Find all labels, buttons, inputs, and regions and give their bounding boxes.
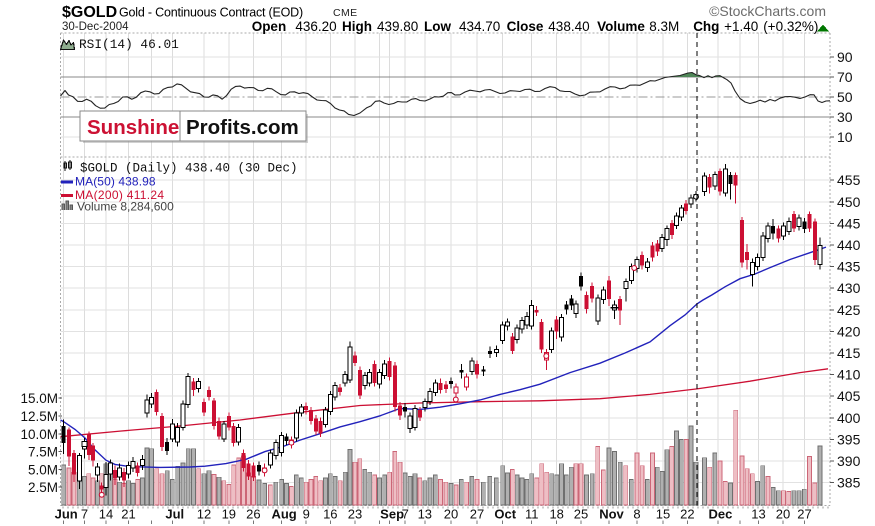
svg-text:20: 20 xyxy=(444,507,458,522)
svg-text:Sep: Sep xyxy=(380,507,404,522)
svg-text:High: High xyxy=(342,19,372,34)
svg-text:Open: Open xyxy=(252,19,287,34)
svg-text:50: 50 xyxy=(837,89,853,105)
svg-text:10.0M: 10.0M xyxy=(20,427,58,442)
svg-text:Profits.com: Profits.com xyxy=(186,116,299,139)
svg-text:23: 23 xyxy=(348,507,362,522)
svg-text:RSI(14) 46.01: RSI(14) 46.01 xyxy=(79,37,179,52)
svg-text:395: 395 xyxy=(837,431,861,447)
svg-text:Volume 8,284,600: Volume 8,284,600 xyxy=(77,200,174,214)
svg-text:12: 12 xyxy=(197,507,211,522)
svg-text:30-Dec-2004: 30-Dec-2004 xyxy=(62,21,129,33)
svg-text:405: 405 xyxy=(837,388,861,404)
svg-text:2.5M: 2.5M xyxy=(28,480,58,495)
svg-text:22: 22 xyxy=(680,507,694,522)
svg-text:18: 18 xyxy=(549,507,563,522)
svg-text:Aug: Aug xyxy=(271,507,296,522)
svg-text:8.3M: 8.3M xyxy=(649,19,679,34)
svg-text:420: 420 xyxy=(837,323,861,339)
svg-text:Jun: Jun xyxy=(55,507,78,522)
svg-text:Dec: Dec xyxy=(708,507,732,522)
svg-text:5.0M: 5.0M xyxy=(28,462,58,477)
svg-text:15: 15 xyxy=(656,507,670,522)
svg-text:Oct: Oct xyxy=(494,507,516,522)
svg-text:Volume: Volume xyxy=(597,19,645,34)
svg-text:445: 445 xyxy=(837,215,861,231)
svg-text:450: 450 xyxy=(837,194,861,210)
svg-text:MA(50) 438.98: MA(50) 438.98 xyxy=(75,175,156,189)
svg-text:©StockCharts.com: ©StockCharts.com xyxy=(709,3,826,19)
svg-text:439.80: 439.80 xyxy=(377,19,418,34)
svg-text:400: 400 xyxy=(837,410,861,426)
svg-text:$GOLD: $GOLD xyxy=(62,4,117,21)
svg-text:90: 90 xyxy=(837,49,853,65)
svg-text:7.5M: 7.5M xyxy=(28,445,58,460)
svg-text:434.70: 434.70 xyxy=(459,19,500,34)
svg-text:Low: Low xyxy=(424,19,451,34)
svg-text:7: 7 xyxy=(402,507,409,522)
svg-text:9: 9 xyxy=(303,507,310,522)
svg-text:Sunshine: Sunshine xyxy=(87,116,179,139)
svg-text:7: 7 xyxy=(81,507,88,522)
svg-text:Nov: Nov xyxy=(599,507,624,522)
svg-text:27: 27 xyxy=(797,507,811,522)
svg-text:+1.40: +1.40 xyxy=(724,19,758,34)
svg-text:Close: Close xyxy=(507,19,544,34)
svg-text:27: 27 xyxy=(470,507,484,522)
svg-text:410: 410 xyxy=(837,367,861,383)
svg-text:16: 16 xyxy=(323,507,337,522)
svg-text:30: 30 xyxy=(837,109,853,125)
svg-text:12.5M: 12.5M xyxy=(20,409,58,424)
svg-text:70: 70 xyxy=(837,69,853,85)
svg-text:21: 21 xyxy=(121,507,135,522)
svg-text:19: 19 xyxy=(222,507,236,522)
svg-text:430: 430 xyxy=(837,280,861,296)
svg-text:425: 425 xyxy=(837,302,861,318)
svg-text:10: 10 xyxy=(837,129,853,145)
svg-text:8: 8 xyxy=(633,507,640,522)
svg-text:26: 26 xyxy=(246,507,260,522)
svg-text:438.40: 438.40 xyxy=(548,19,589,34)
svg-text:Jul: Jul xyxy=(165,507,184,522)
svg-text:25: 25 xyxy=(574,507,588,522)
svg-text:415: 415 xyxy=(837,345,861,361)
svg-text:390: 390 xyxy=(837,453,861,469)
svg-text:CME: CME xyxy=(333,7,358,19)
svg-text:Gold - Continuous Contract (EO: Gold - Continuous Contract (EOD) xyxy=(119,6,303,20)
svg-text:11: 11 xyxy=(525,507,539,522)
svg-text:385: 385 xyxy=(837,475,861,491)
svg-text:13: 13 xyxy=(418,507,432,522)
svg-text:440: 440 xyxy=(837,237,861,253)
svg-text:13: 13 xyxy=(751,507,765,522)
svg-text:(+0.32%): (+0.32%) xyxy=(763,19,818,34)
svg-text:435: 435 xyxy=(837,259,861,275)
svg-text:$GOLD (Daily) 438.40 (30 Dec): $GOLD (Daily) 438.40 (30 Dec) xyxy=(80,162,298,176)
svg-text:MA(200) 411.24: MA(200) 411.24 xyxy=(75,188,164,202)
svg-text:14: 14 xyxy=(99,507,113,522)
svg-text:Chg: Chg xyxy=(693,19,719,34)
svg-text:436.20: 436.20 xyxy=(295,19,336,34)
svg-text:15.0M: 15.0M xyxy=(20,391,58,406)
svg-text:455: 455 xyxy=(837,172,861,188)
svg-text:20: 20 xyxy=(776,507,790,522)
